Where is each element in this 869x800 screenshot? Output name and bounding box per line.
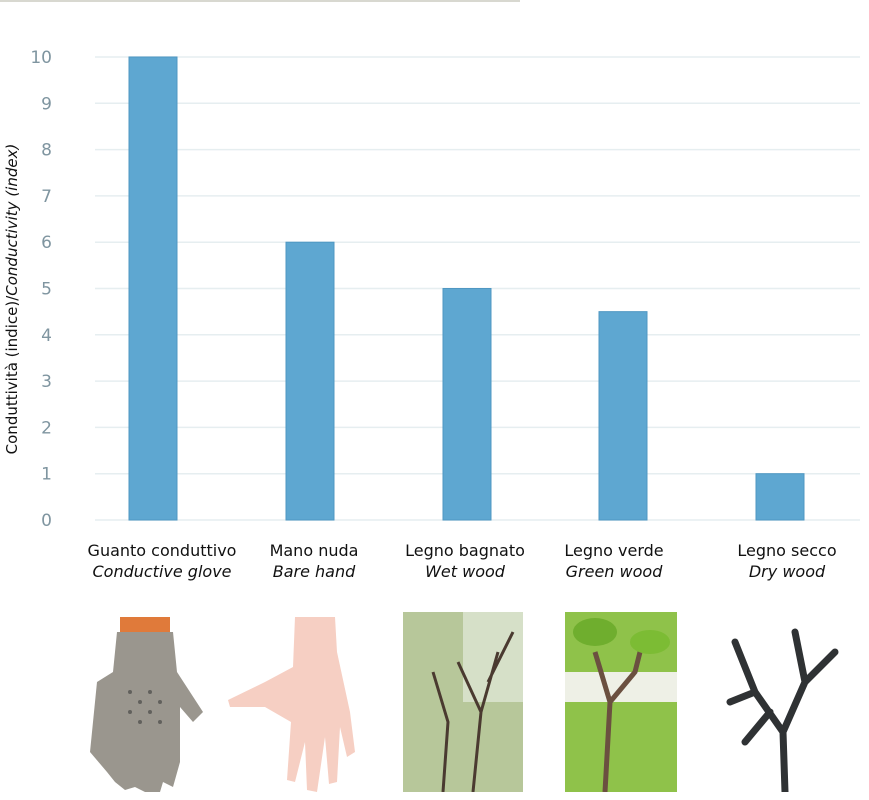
bar bbox=[285, 241, 335, 521]
y-tick-label: 6 bbox=[41, 233, 52, 253]
y-tick-label: 7 bbox=[41, 187, 52, 207]
category-en: Wet wood bbox=[425, 562, 505, 581]
wet-wood-photo bbox=[403, 612, 523, 792]
glove-photo bbox=[90, 617, 203, 792]
y-axis-label-en: Conductivity (index) bbox=[3, 143, 21, 296]
y-tick-label: 0 bbox=[41, 511, 52, 531]
dry-wood-photo bbox=[726, 628, 839, 792]
category-it: Legno secco bbox=[737, 541, 837, 560]
y-tick-label: 2 bbox=[41, 418, 52, 438]
category-label: Legno bagnato Wet wood bbox=[385, 540, 545, 582]
bar bbox=[755, 473, 805, 521]
y-tick-label: 1 bbox=[41, 465, 52, 485]
category-en: Conductive glove bbox=[92, 562, 232, 581]
bar bbox=[128, 56, 178, 521]
y-axis-label: Conduttività (indice)/Conductivity (inde… bbox=[3, 119, 21, 479]
category-label: Legno verde Green wood bbox=[534, 540, 694, 582]
y-tick-label: 3 bbox=[41, 372, 52, 392]
y-tick-label: 8 bbox=[41, 141, 52, 161]
category-it: Guanto conduttivo bbox=[87, 541, 237, 560]
y-tick-label: 4 bbox=[41, 326, 52, 346]
y-axis-label-it: Conduttività (indice)/ bbox=[3, 295, 21, 455]
category-label: Guanto conduttivo Conductive glove bbox=[82, 540, 242, 582]
category-en: Bare hand bbox=[272, 562, 356, 581]
bar bbox=[598, 311, 648, 521]
category-label: Mano nuda Bare hand bbox=[234, 540, 394, 582]
hand-photo bbox=[228, 617, 355, 792]
green-wood-photo bbox=[565, 612, 677, 792]
category-en: Green wood bbox=[565, 562, 663, 581]
category-en: Dry wood bbox=[748, 562, 826, 581]
y-tick-label: 9 bbox=[41, 94, 52, 114]
y-tick-label: 10 bbox=[30, 48, 52, 68]
category-it: Legno bagnato bbox=[405, 541, 525, 560]
category-it: Mano nuda bbox=[269, 541, 359, 560]
category-it: Legno verde bbox=[564, 541, 664, 560]
bar bbox=[442, 288, 492, 521]
category-label: Legno secco Dry wood bbox=[707, 540, 867, 582]
y-tick-label: 5 bbox=[41, 280, 52, 300]
top-border bbox=[0, 0, 520, 2]
bar-chart: 0 1 2 3 4 5 6 7 8 9 10 bbox=[30, 48, 860, 531]
